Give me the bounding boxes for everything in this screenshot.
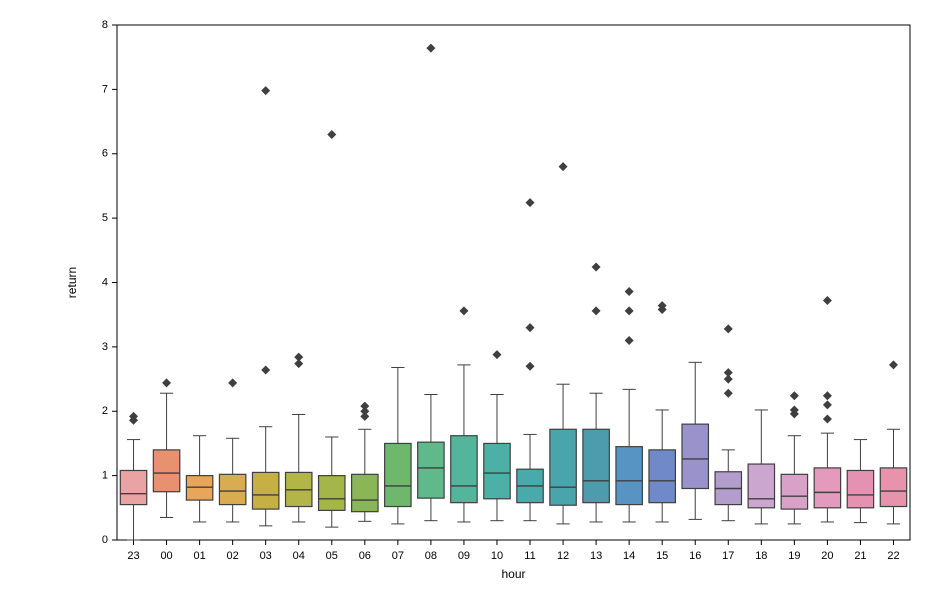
box-body [219, 474, 245, 504]
x-axis-label: hour [501, 567, 525, 581]
x-tick-label: 11 [524, 550, 535, 562]
x-tick-label: 09 [458, 550, 470, 562]
box-body [550, 429, 576, 505]
x-tick-label: 14 [623, 550, 635, 562]
box-body [781, 474, 807, 509]
box-body [385, 443, 411, 506]
x-tick-label: 02 [227, 550, 239, 562]
x-tick-label: 12 [557, 550, 569, 562]
chart-svg: 012345678return2300010203040506070809101… [0, 0, 941, 605]
box-body [153, 450, 179, 492]
y-axis-label: return [65, 267, 79, 298]
x-tick-label: 01 [193, 550, 205, 562]
x-tick-label: 07 [392, 550, 404, 562]
box-body [352, 474, 378, 511]
box-body [484, 443, 510, 498]
x-tick-label: 21 [854, 550, 866, 562]
box-body [319, 476, 345, 511]
box-body [451, 436, 477, 503]
x-tick-label: 19 [788, 550, 800, 562]
x-tick-label: 13 [590, 550, 602, 562]
plot-background [0, 0, 941, 605]
x-tick-label: 04 [293, 550, 305, 562]
box-body [649, 450, 675, 503]
x-tick-label: 00 [160, 550, 172, 562]
y-tick-label: 8 [102, 19, 108, 31]
x-tick-label: 22 [887, 550, 899, 562]
boxplot-chart: 012345678return2300010203040506070809101… [0, 0, 941, 605]
box-body [583, 429, 609, 502]
y-tick-label: 6 [102, 148, 108, 160]
x-tick-label: 05 [326, 550, 338, 562]
y-tick-label: 7 [102, 83, 108, 95]
box-body [616, 447, 642, 505]
x-tick-label: 06 [359, 550, 371, 562]
y-tick-label: 5 [102, 212, 108, 224]
box-body [748, 464, 774, 508]
y-tick-label: 4 [102, 276, 108, 288]
y-tick-label: 1 [102, 470, 108, 482]
box-body [847, 470, 873, 507]
box-body [682, 424, 708, 488]
x-tick-label: 16 [689, 550, 701, 562]
box-body [418, 442, 444, 498]
x-tick-label: 20 [821, 550, 833, 562]
box-body [120, 470, 146, 504]
y-tick-label: 3 [102, 341, 108, 353]
x-tick-label: 23 [127, 550, 139, 562]
x-tick-label: 18 [755, 550, 767, 562]
x-tick-label: 10 [491, 550, 503, 562]
y-tick-label: 2 [102, 405, 108, 417]
box-body [814, 468, 840, 508]
x-tick-label: 03 [260, 550, 272, 562]
box-body [252, 472, 278, 509]
y-tick-label: 0 [102, 534, 108, 546]
box-body [880, 468, 906, 507]
x-tick-label: 08 [425, 550, 437, 562]
x-tick-label: 17 [722, 550, 734, 562]
x-tick-label: 15 [656, 550, 668, 562]
